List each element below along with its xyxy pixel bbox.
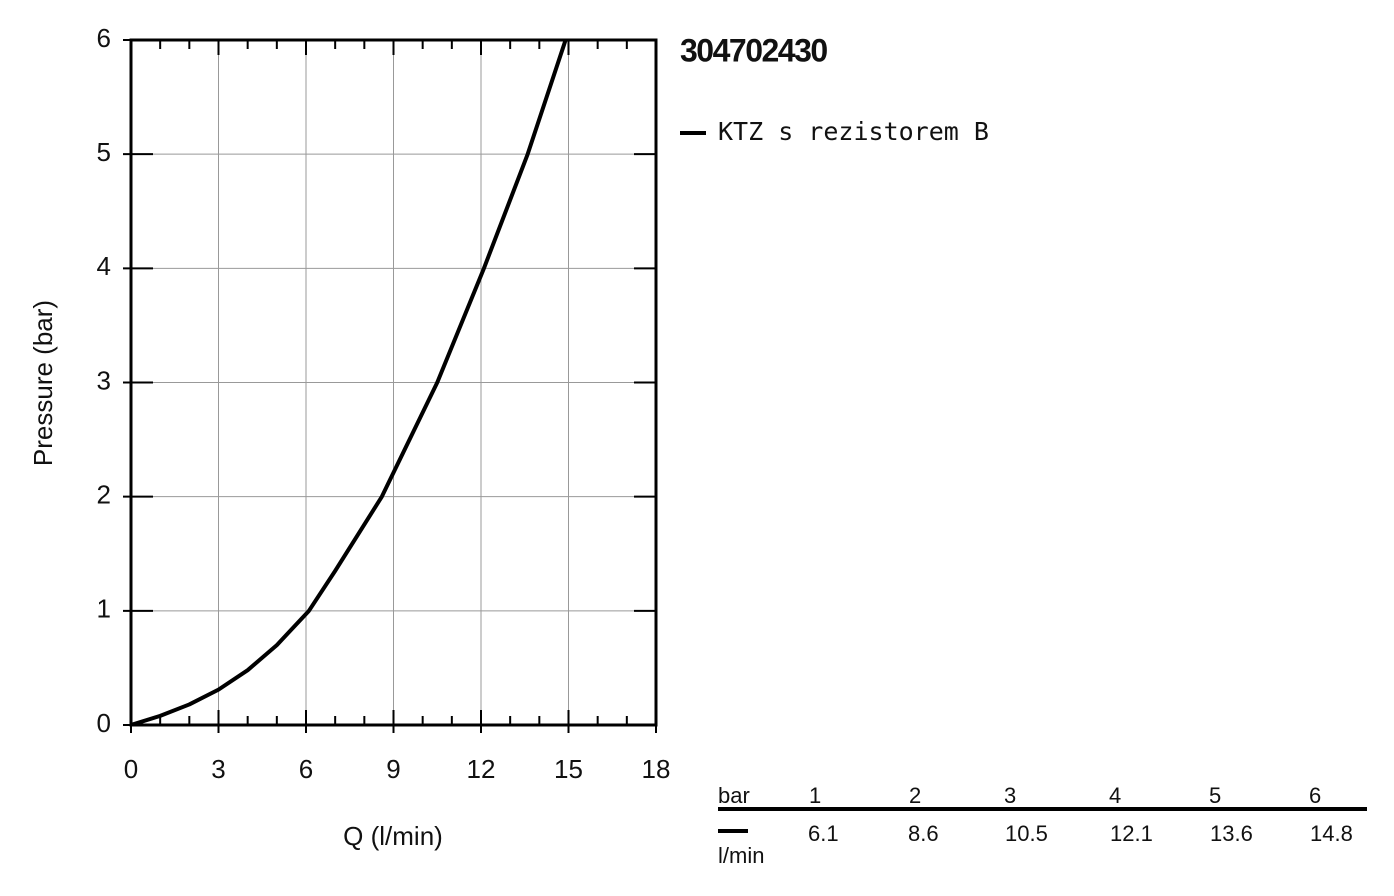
plot-frame (129, 38, 658, 727)
y-tick-label: 2 (97, 480, 111, 510)
x-tick-label: 0 (124, 754, 138, 784)
x-tick-label: 18 (642, 754, 671, 784)
legend-label: KTZ s rezistorem B (718, 117, 989, 146)
x-tick-label: 3 (211, 754, 225, 784)
table-cell: 10.5 (1005, 821, 1048, 846)
x-axis-title: Q (l/min) (343, 821, 443, 851)
table-header: bar (718, 783, 750, 808)
x-tick-label: 6 (299, 754, 313, 784)
chart-title: 304702430 (680, 32, 827, 68)
table-header: 6 (1309, 783, 1321, 808)
x-tick-label: 15 (554, 754, 583, 784)
table-header: 4 (1109, 783, 1121, 808)
x-tick-label: 9 (386, 754, 400, 784)
table-header: 2 (909, 783, 921, 808)
y-tick-label: 1 (97, 594, 111, 624)
data-line (131, 40, 568, 725)
table-cell: 8.6 (908, 821, 939, 846)
table-cell: 13.6 (1210, 821, 1253, 846)
table-header: 3 (1004, 783, 1016, 808)
table-cell: 6.1 (808, 821, 839, 846)
table-row-label: l/min (718, 843, 764, 868)
y-axis-title: Pressure (bar) (28, 300, 58, 466)
y-tick-label: 6 (97, 23, 111, 53)
table-cell: 12.1 (1110, 821, 1153, 846)
table-header: 1 (809, 783, 821, 808)
table-cell: 14.8 (1310, 821, 1353, 846)
y-tick-label: 5 (97, 137, 111, 167)
y-tick-label: 4 (97, 251, 111, 281)
table-header: 5 (1209, 783, 1221, 808)
x-tick-label: 12 (467, 754, 496, 784)
y-tick-label: 3 (97, 365, 111, 395)
y-tick-label: 0 (97, 708, 111, 738)
